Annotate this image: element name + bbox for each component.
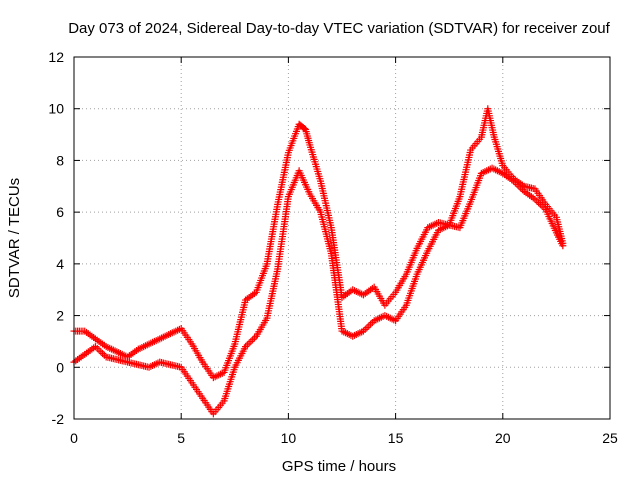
data-point-lower (93, 344, 101, 352)
y-tick-label: 10 (48, 101, 64, 117)
axis-ticks: 0 5 10 15 20 25 -2 0 2 4 6 8 10 12 (48, 49, 618, 446)
data-points (70, 105, 567, 418)
x-tick-label: 10 (281, 430, 297, 446)
x-axis-label: GPS time / hours (282, 458, 396, 475)
x-tick-label: 5 (177, 430, 185, 446)
x-tick-label: 20 (495, 430, 511, 446)
x-tick-label: 15 (388, 430, 404, 446)
y-tick-label: 12 (48, 49, 64, 65)
data-point-lower (249, 336, 257, 344)
data-point-lower (99, 349, 107, 357)
data-point-lower (367, 320, 375, 328)
data-point-lower (245, 339, 253, 347)
x-tick-label: 25 (602, 430, 618, 446)
y-tick-label: 4 (56, 256, 64, 272)
y-tick-label: 2 (56, 308, 64, 324)
data-point-lower (559, 242, 567, 250)
grid-lines (74, 57, 610, 419)
y-tick-label: 0 (56, 359, 64, 375)
x-tick-label: 0 (70, 430, 78, 446)
data-point-lower (247, 337, 255, 345)
data-point-upper (300, 125, 308, 133)
y-tick-label: 6 (56, 204, 64, 220)
data-point-lower (97, 348, 105, 356)
y-tick-label: 8 (56, 152, 64, 168)
plot-frame (73, 56, 611, 420)
data-point-lower (363, 324, 371, 332)
data-point-lower (250, 334, 258, 342)
y-axis-label: SDTVAR / TECUs (6, 178, 23, 298)
y-tick-label: -2 (52, 411, 65, 427)
chart-title: Day 073 of 2024, Sidereal Day-to-day VTE… (68, 20, 610, 37)
data-point-lower (365, 322, 373, 330)
